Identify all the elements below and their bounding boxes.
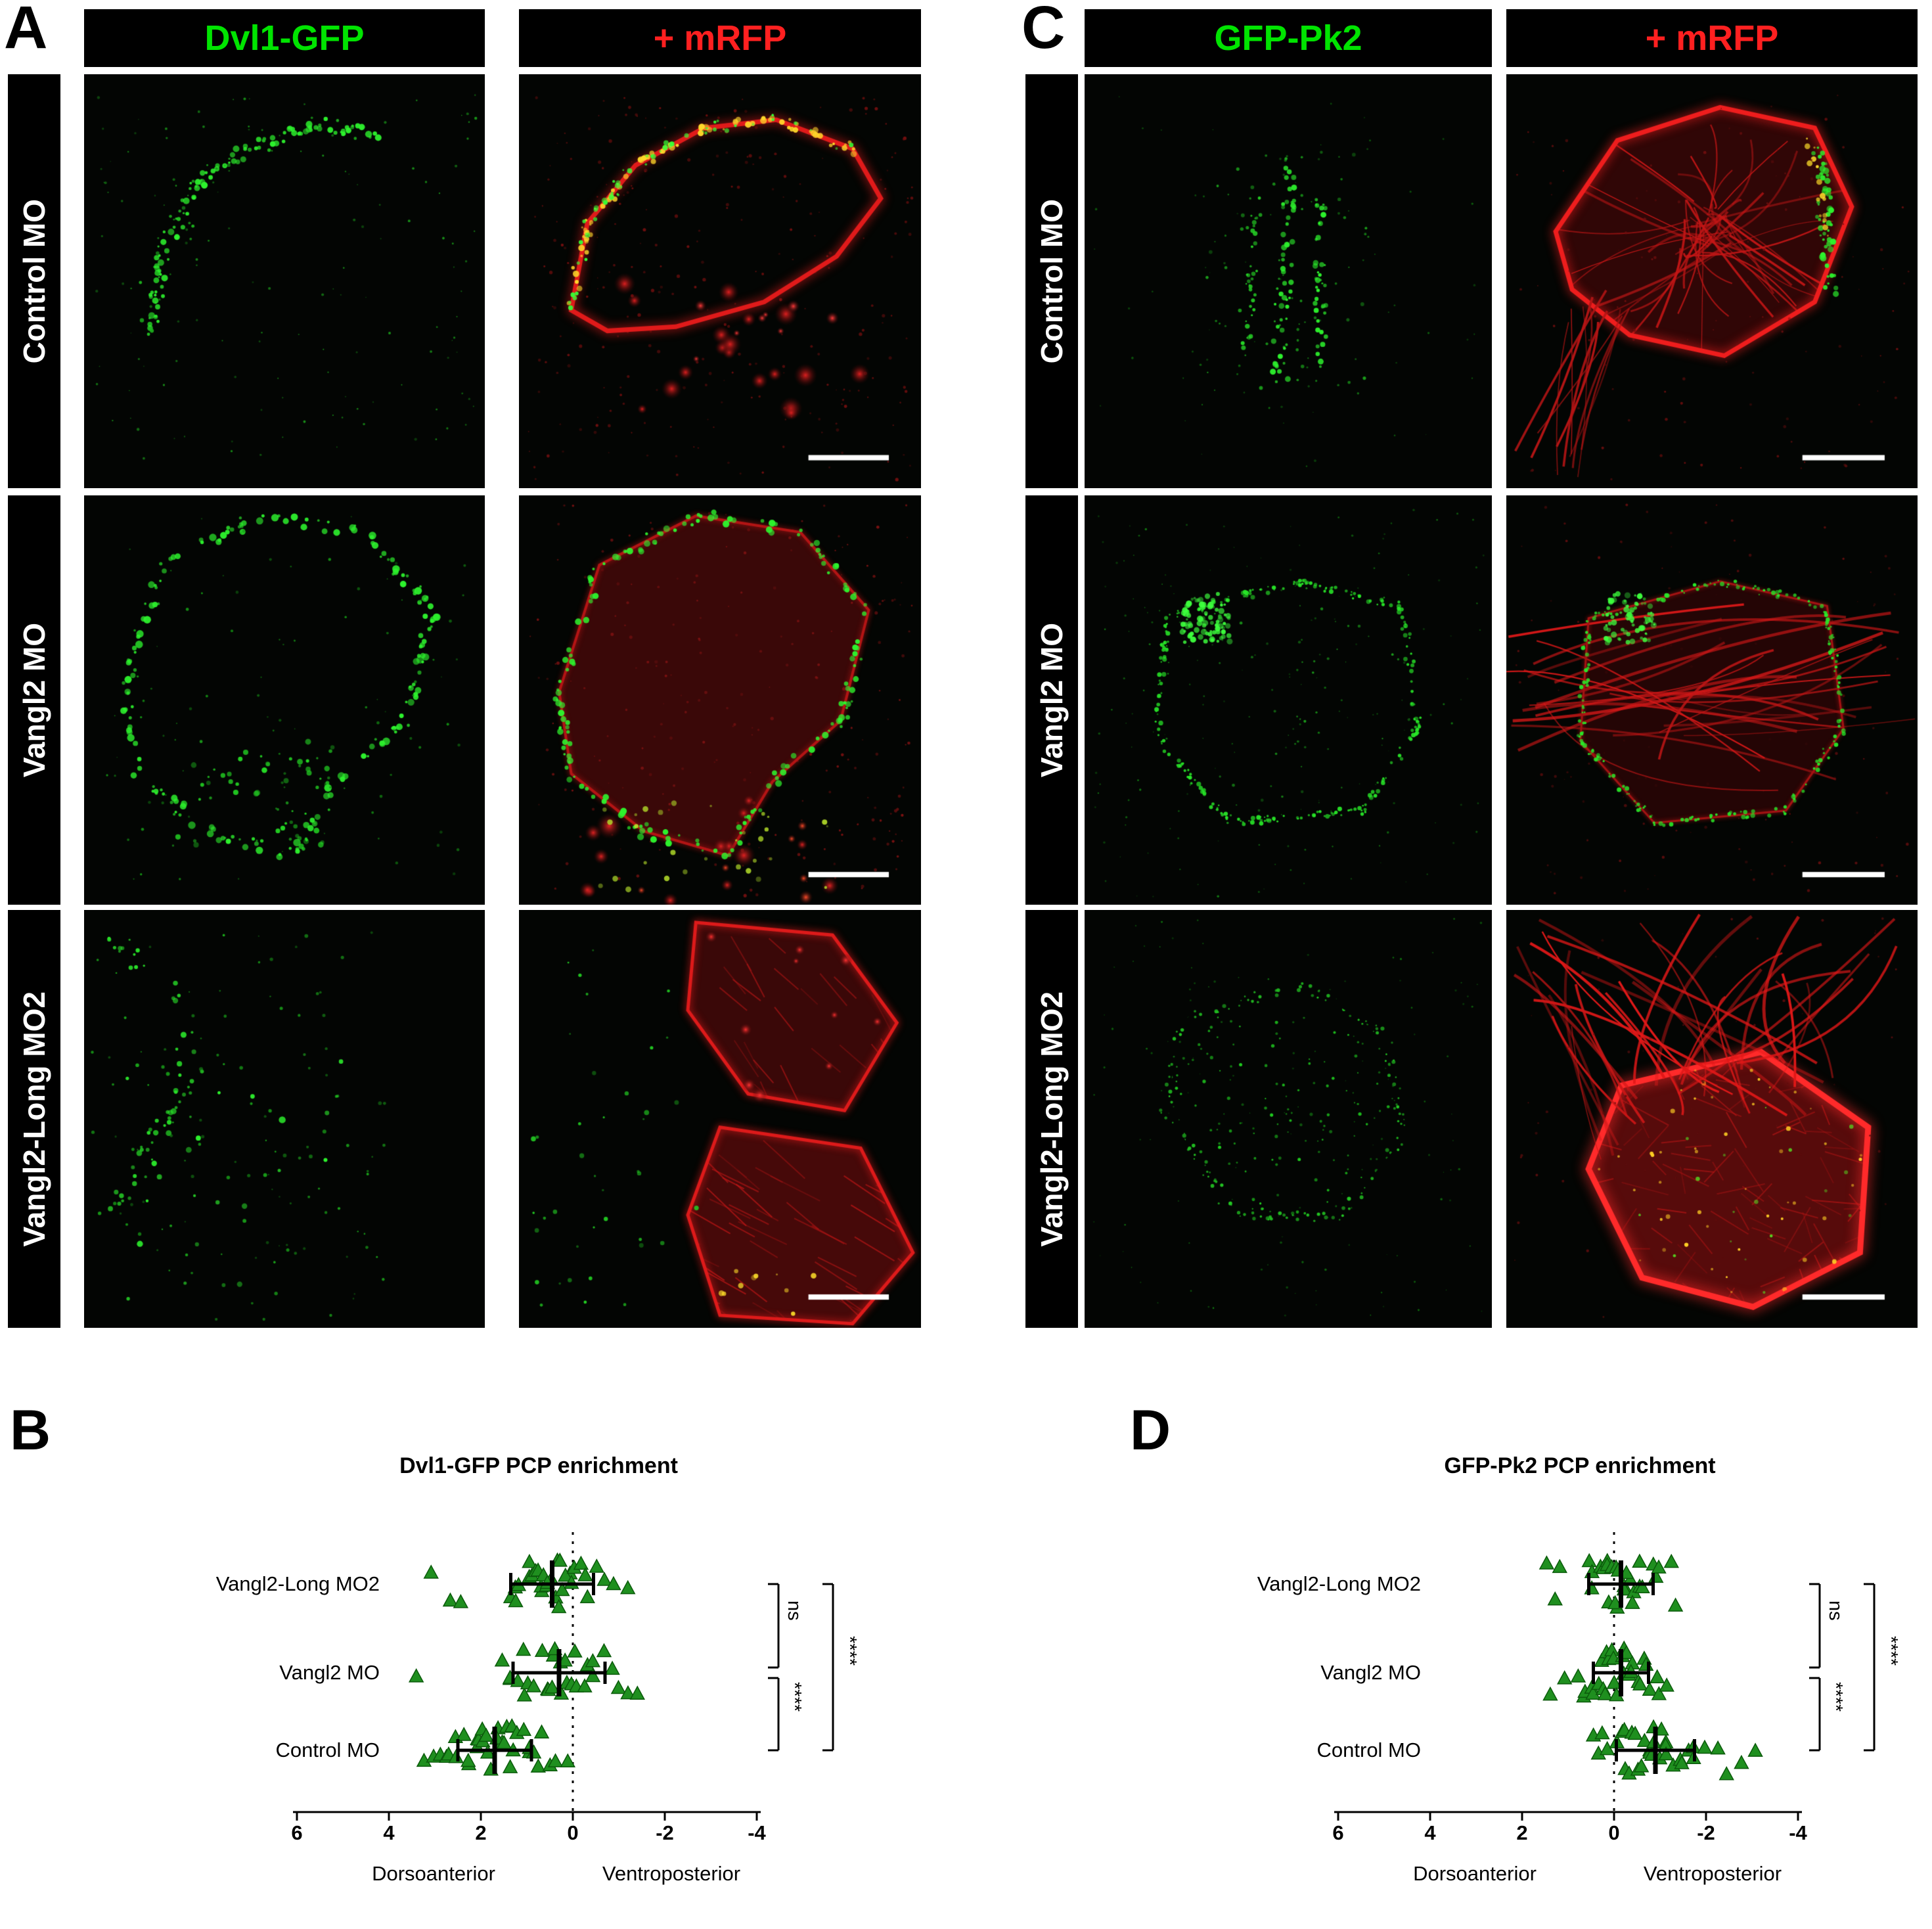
chart-d-x-tick: 2 <box>1516 1821 1528 1844</box>
chart-b-title: Dvl1-GFP PCP enrichment <box>399 1453 678 1478</box>
micrograph-c-vangl2-long-mo2-mrfp <box>1506 910 1918 1328</box>
panel-a-column-header-mrfp: + mRFP <box>519 9 921 67</box>
chart-d-axis-label-dorsoanterior: Dorsoanterior <box>1413 1862 1537 1885</box>
chart-d-gfp-pk2-pcp-enrichment: D GFP-Pk2 PCP enrichment Vangl2-Long MO2… <box>1041 1399 1932 1929</box>
chart-b-axis-label-ventroposterior: Ventroposterior <box>602 1862 741 1885</box>
chart-b-x-tick: 6 <box>291 1821 303 1844</box>
chart-b-significance-ns: ns <box>784 1600 805 1621</box>
micrograph-a-vangl2-mrfp <box>519 495 921 905</box>
chart-b-axis-label-dorsoanterior: Dorsoanterior <box>372 1862 495 1885</box>
panel-d-letter: D <box>1130 1399 1171 1462</box>
panel-a-letter: A <box>4 0 48 61</box>
chart-b-x-tick: -4 <box>748 1821 766 1844</box>
chart-b-category-control-mo: Control MO <box>275 1738 380 1761</box>
chart-b-significance-stars-inner: **** <box>784 1682 805 1712</box>
micrograph-c-vangl2-long-mo2-gfp <box>1085 910 1492 1328</box>
chart-d-plot-area <box>1334 1532 1876 1821</box>
chart-d-x-tick: -4 <box>1789 1821 1807 1844</box>
panel-a-column-header-gfp: Dvl1-GFP <box>84 9 485 67</box>
chart-d-significance-stars-outer: **** <box>1880 1636 1901 1666</box>
chart-b-category-vangl2-long-mo2: Vangl2-Long MO2 <box>215 1572 380 1595</box>
chart-d-significance-stars-inner: **** <box>1825 1682 1846 1712</box>
panel-c-letter: C <box>1022 0 1066 61</box>
micrograph-a-control-gfp <box>84 74 485 488</box>
panel-a-row-label-control-mo: Control MO <box>8 74 60 488</box>
chart-d-title: GFP-Pk2 PCP enrichment <box>1444 1453 1716 1478</box>
panel-c-row-label-vangl2-mo: Vangl2 MO <box>1025 495 1078 905</box>
chart-d-category-vangl2-long-mo2: Vangl2-Long MO2 <box>1257 1572 1421 1595</box>
chart-b-dvl1-gfp-pcp-enrichment: B Dvl1-GFP PCP enrichment Vangl2-Long MO… <box>0 1399 966 1929</box>
chart-d-x-tick: -2 <box>1697 1821 1715 1844</box>
panel-b-letter: B <box>10 1399 51 1462</box>
micrograph-a-vangl2-long-mo2-gfp <box>84 910 485 1328</box>
chart-b-category-vangl2-mo: Vangl2 MO <box>279 1661 380 1684</box>
panel-a-row-label-vangl2-mo: Vangl2 MO <box>8 495 60 905</box>
micrograph-a-control-mrfp <box>519 74 921 488</box>
chart-b-x-tick: 2 <box>475 1821 487 1844</box>
chart-d-x-tick: 4 <box>1424 1821 1436 1844</box>
micrograph-c-control-mrfp <box>1506 74 1918 488</box>
micrograph-c-vangl2-gfp <box>1085 495 1492 905</box>
micrograph-c-vangl2-mrfp <box>1506 495 1918 905</box>
chart-b-x-tick: 4 <box>383 1821 395 1844</box>
chart-d-significance-ns: ns <box>1825 1600 1846 1621</box>
chart-d-x-tick: 6 <box>1332 1821 1344 1844</box>
panel-c-column-header-gfp: GFP-Pk2 <box>1085 9 1492 67</box>
chart-b-x-tick: 0 <box>567 1821 579 1844</box>
chart-d-category-control-mo: Control MO <box>1316 1738 1421 1761</box>
micrograph-c-control-gfp <box>1085 74 1492 488</box>
micrograph-a-vangl2-long-mo2-mrfp <box>519 910 921 1328</box>
chart-d-category-vangl2-mo: Vangl2 MO <box>1320 1661 1421 1684</box>
panel-a-row-label-vangl2-long-mo2: Vangl2-Long MO2 <box>8 910 60 1328</box>
chart-b-plot-area <box>293 1532 834 1821</box>
panel-c-column-header-mrfp: + mRFP <box>1506 9 1918 67</box>
panel-c-row-label-vangl2-long-mo2: Vangl2-Long MO2 <box>1025 910 1078 1328</box>
panel-c-row-label-control-mo: Control MO <box>1025 74 1078 488</box>
chart-b-significance-stars-outer: **** <box>839 1636 860 1666</box>
chart-d-axis-label-ventroposterior: Ventroposterior <box>1643 1862 1782 1885</box>
chart-d-x-tick: 0 <box>1608 1821 1620 1844</box>
micrograph-a-vangl2-gfp <box>84 495 485 905</box>
chart-b-x-tick: -2 <box>656 1821 674 1844</box>
